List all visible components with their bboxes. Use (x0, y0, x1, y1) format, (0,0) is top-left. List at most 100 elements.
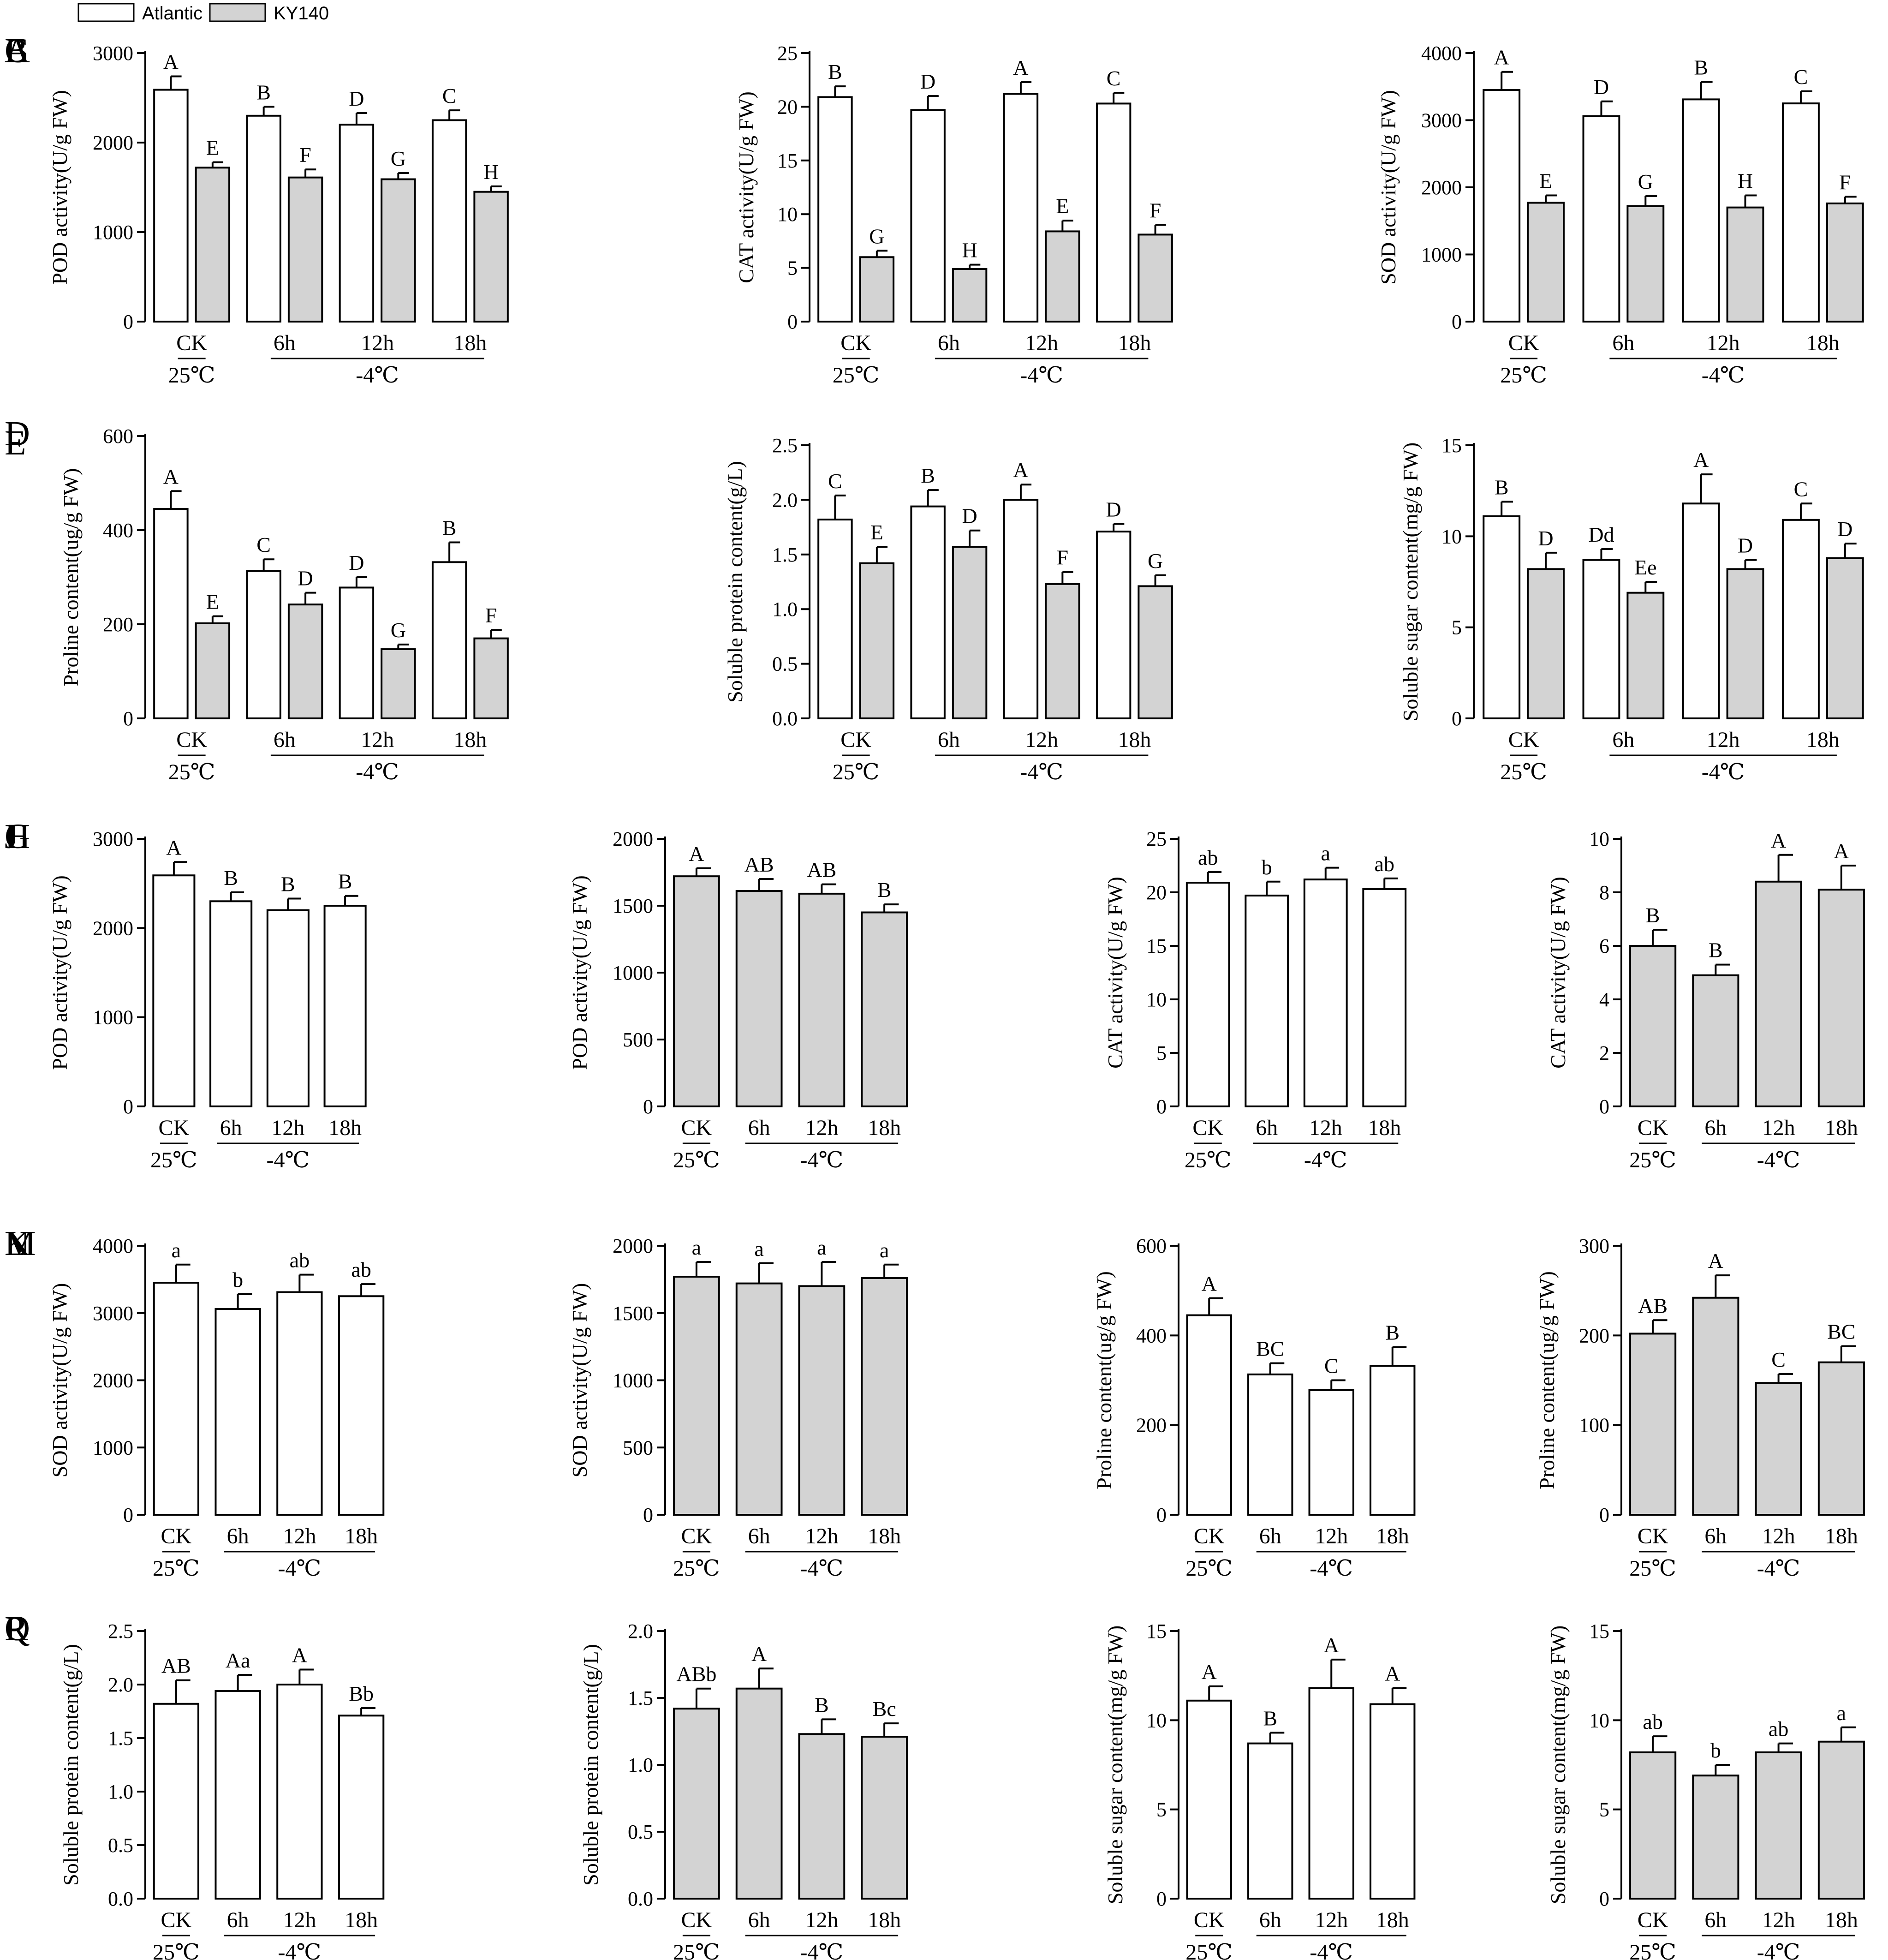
x-tick-label: 12h (1707, 728, 1740, 752)
significance-label: a (754, 1237, 763, 1261)
significance-label: Aa (226, 1649, 250, 1672)
y-tick-label: 2000 (93, 917, 133, 939)
bar (673, 1276, 720, 1516)
bar (338, 1715, 385, 1900)
significance-label: G (869, 224, 884, 248)
significance-label: C (1324, 1354, 1339, 1378)
chart-panel: F 0 5 10 15 Soluble sugar content(mg/g FW) B D C… (5, 424, 1864, 784)
control-temp-label: 25℃ (1500, 363, 1547, 388)
bar (153, 508, 189, 719)
x-tick-label: 6h (274, 331, 296, 355)
significance-label: C (256, 533, 271, 556)
y-axis-label: Soluble sugar content(mg/g FW) (1103, 1625, 1127, 1904)
significance-label: B (1694, 56, 1708, 79)
panel-letter: B (5, 31, 28, 70)
x-tick-label: CK (159, 1116, 190, 1140)
significance-label: D (1738, 534, 1753, 557)
y-tick-label: 15 (777, 149, 798, 172)
bar (1308, 1389, 1354, 1516)
y-tick-label: 1.0 (108, 1781, 133, 1803)
significance-label: BC (1256, 1337, 1284, 1361)
y-tick-label: 1000 (1421, 244, 1462, 266)
x-tick-label: 18h (868, 1524, 901, 1548)
significance-label: B (877, 878, 892, 902)
bar (1362, 888, 1407, 1108)
y-tick-label: 25 (777, 42, 798, 65)
x-tick-label: 12h (805, 1116, 838, 1140)
legend: Atlantic KY140 (77, 3, 329, 24)
bar (798, 892, 846, 1108)
x-tick-label: 6h (1704, 1908, 1727, 1932)
x-tick-label: 6h (938, 728, 960, 752)
x-tick-label: CK (1638, 1524, 1668, 1548)
y-tick-label: 3000 (93, 42, 133, 65)
bar (1582, 559, 1620, 719)
x-tick-label: 12h (805, 1908, 838, 1932)
significance-label: G (391, 618, 406, 642)
y-tick-label: 200 (1579, 1324, 1609, 1347)
chart-panel: D 0 200 400 600 Proline content(ug/g FW) A E CK C… (5, 414, 509, 784)
cold-temp-label: -4℃ (800, 1148, 844, 1172)
y-tick-label: 0 (643, 1095, 653, 1118)
bar (431, 561, 467, 719)
significance-label: ab (1375, 852, 1394, 876)
significance-label: A (689, 842, 704, 866)
x-tick-label: 12h (1762, 1116, 1795, 1140)
control-temp-label: 25℃ (150, 1148, 197, 1172)
y-tick-label: 1000 (613, 1369, 653, 1392)
bar (276, 1684, 323, 1900)
significance-label: B (256, 80, 271, 104)
bar (1186, 1699, 1232, 1900)
x-tick-label: 6h (1704, 1524, 1727, 1548)
y-tick-label: 10 (1441, 525, 1462, 548)
bar (1826, 557, 1864, 720)
significance-label: H (962, 239, 977, 262)
y-tick-label: 0 (1156, 1095, 1167, 1118)
cold-temp-label: -4℃ (267, 1148, 310, 1172)
y-tick-label: 500 (623, 1436, 653, 1459)
significance-label: A (751, 1642, 767, 1666)
y-tick-label: 20 (777, 96, 798, 118)
bar (861, 911, 908, 1107)
y-tick-label: 300 (1579, 1235, 1609, 1257)
x-tick-label: 6h (1259, 1908, 1281, 1932)
significance-label: A (166, 836, 181, 859)
significance-label: D (920, 70, 935, 93)
bar (381, 178, 416, 323)
significance-label: A (1324, 1633, 1339, 1657)
y-axis-label: POD activity(U/g FW) (568, 875, 591, 1070)
significance-label: B (224, 866, 238, 890)
bar (153, 89, 189, 323)
y-tick-label: 2.5 (108, 1620, 133, 1643)
y-tick-label: 2000 (93, 1369, 133, 1392)
y-axis-label: POD activity(U/g FW) (48, 90, 71, 285)
cold-temp-label: -4℃ (1020, 363, 1063, 388)
significance-label: B (1495, 475, 1509, 499)
significance-label: F (1149, 198, 1161, 222)
y-tick-label: 2.5 (772, 434, 798, 457)
y-tick-label: 1.0 (628, 1754, 653, 1776)
legend-label-ky140: KY140 (274, 3, 329, 24)
bar (323, 905, 367, 1107)
chart-panel: H 0 500 1000 1500 2000 POD activity(U/g FW) A CK… (5, 817, 908, 1172)
significance-label: C (1794, 477, 1808, 501)
y-tick-label: 0 (123, 311, 133, 333)
panel-letter: K (5, 1224, 30, 1263)
y-tick-label: 5 (1599, 1799, 1609, 1821)
chart-panel: L 0 500 1000 1500 2000 SOD activity(U/g FW) a CK… (5, 1224, 908, 1581)
y-tick-label: 10 (1146, 988, 1167, 1011)
y-tick-label: 4000 (1421, 42, 1462, 65)
panel-letter: Q (5, 1609, 30, 1648)
chart-panel: I 0 5 10 15 20 25 CAT activity(U/g FW) ab CK b 6h a 1… (5, 817, 1407, 1172)
significance-label: F (485, 604, 497, 627)
bar (1245, 894, 1289, 1107)
x-tick-label: 6h (227, 1524, 249, 1548)
x-tick-label: CK (1194, 1524, 1225, 1548)
cold-temp-label: -4℃ (278, 1940, 322, 1960)
significance-label: B (1385, 1321, 1400, 1345)
bar (910, 109, 946, 323)
chart-panel: E 0.0 0.5 1.0 1.5 2.0 2.5 Soluble protein conte… (5, 424, 1173, 784)
x-tick-label: CK (1638, 1116, 1668, 1140)
